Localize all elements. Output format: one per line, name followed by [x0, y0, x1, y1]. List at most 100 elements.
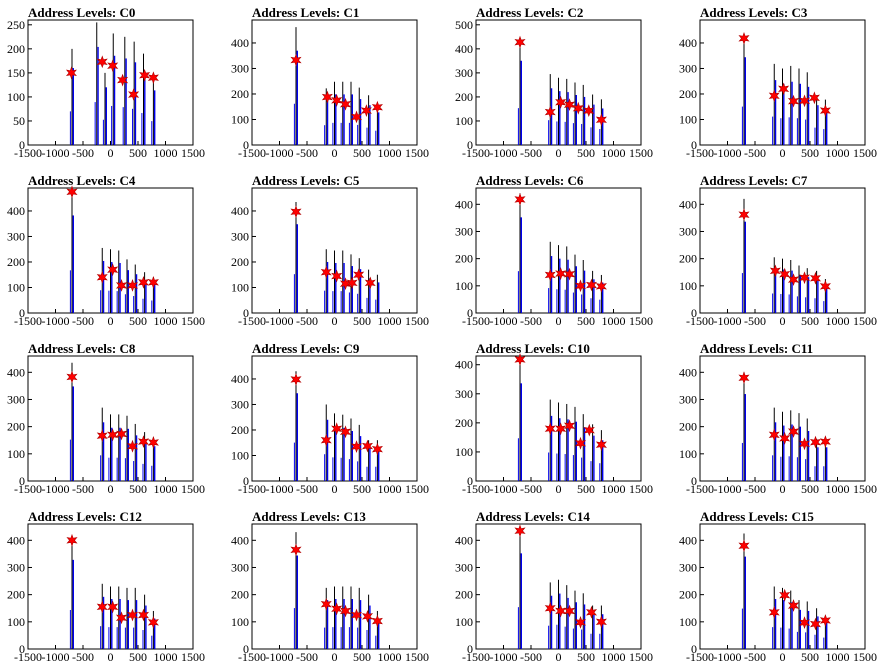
- x-tick-label: -1500: [462, 482, 490, 496]
- x-tick-label: 1000: [826, 650, 850, 664]
- y-tick-label: 100: [679, 112, 697, 126]
- y-tick-label: 300: [231, 229, 249, 243]
- y-tick-label: 200: [231, 423, 249, 437]
- peak-marker: [544, 422, 556, 436]
- x-tick-label: 1500: [405, 146, 429, 160]
- peak-marker: [738, 208, 750, 221]
- x-tick-label: -1500: [238, 146, 266, 160]
- peak-marker: [555, 267, 567, 281]
- x-tick-label: -1500: [462, 314, 490, 328]
- y-tick-label: 300: [455, 66, 473, 80]
- peak-marker: [819, 435, 831, 449]
- y-tick-label: 100: [231, 112, 249, 126]
- x-tick-label: -500: [520, 482, 542, 496]
- x-tick-label: 0: [332, 650, 338, 664]
- peak-marker: [350, 608, 363, 622]
- x-tick-label: 500: [129, 650, 147, 664]
- y-tick-label: 0: [19, 306, 25, 320]
- y-tick-label: 400: [231, 204, 249, 218]
- peak-marker: [361, 439, 374, 453]
- x-tick-label: -1500: [462, 146, 490, 160]
- peak-marker: [290, 53, 302, 67]
- peak-marker: [137, 276, 150, 289]
- peak-marker: [798, 616, 811, 629]
- peak-marker: [798, 271, 811, 285]
- peak-marker: [331, 94, 343, 107]
- y-tick-label: 200: [7, 255, 25, 269]
- x-tick-label: -1500: [238, 650, 266, 664]
- peak-marker: [563, 98, 576, 111]
- x-tick-label: 1500: [629, 650, 653, 664]
- x-tick-label: 500: [577, 314, 595, 328]
- x-tick-label: 1000: [154, 650, 178, 664]
- chart-title: Address Levels: C10: [476, 341, 590, 356]
- y-tick-label: 100: [455, 279, 473, 293]
- peak-marker: [555, 95, 567, 109]
- chart-title: Address Levels: C4: [28, 173, 136, 188]
- y-tick-label: 100: [455, 615, 473, 629]
- peak-marker: [350, 110, 363, 124]
- chart-panel: Address Levels: C8 0 100 200 300 400 -1500 -100…: [7, 341, 205, 496]
- x-tick-label: 0: [556, 146, 562, 160]
- peak-marker: [320, 433, 332, 447]
- y-tick-label: 200: [231, 588, 249, 602]
- peak-marker: [809, 435, 822, 449]
- x-tick-label: -500: [520, 146, 542, 160]
- chart-title: Address Levels: C2: [476, 5, 583, 20]
- y-tick-label: 300: [231, 61, 249, 75]
- y-tick-label: 0: [19, 474, 25, 488]
- chart-title: Address Levels: C0: [28, 5, 135, 20]
- peak-marker: [339, 604, 352, 618]
- y-tick-label: 500: [455, 18, 473, 32]
- chart-title: Address Levels: C15: [700, 509, 814, 524]
- x-tick-label: 500: [353, 482, 371, 496]
- x-tick-label: 1500: [405, 482, 429, 496]
- y-tick-label: 300: [455, 387, 473, 401]
- peak-marker: [371, 442, 383, 456]
- peak-marker: [107, 428, 119, 442]
- y-tick-label: 400: [679, 197, 697, 211]
- peak-marker: [544, 105, 556, 119]
- x-tick-label: -1000: [266, 482, 294, 496]
- x-tick-label: 1000: [602, 146, 626, 160]
- y-tick-label: 300: [7, 392, 25, 406]
- chart-panel: Address Levels: C7 0 100 200 300 400 -1500 -100…: [679, 173, 877, 328]
- x-tick-label: 1500: [405, 314, 429, 328]
- x-tick-label: 1500: [629, 482, 653, 496]
- x-tick-label: -500: [744, 482, 766, 496]
- chart-panel: Address Levels: C1 0 100 200 300 400 -1500 -100…: [231, 5, 429, 160]
- x-tick-label: 1000: [602, 650, 626, 664]
- y-tick-label: 300: [679, 224, 697, 238]
- y-tick-label: 200: [7, 588, 25, 602]
- peak-marker: [339, 425, 352, 439]
- peak-marker: [147, 616, 159, 629]
- y-tick-label: 300: [679, 392, 697, 406]
- peak-marker: [572, 101, 584, 115]
- y-tick-label: 50: [13, 114, 25, 128]
- peak-marker: [66, 185, 78, 199]
- peak-marker: [768, 89, 780, 103]
- y-tick-label: 300: [679, 61, 697, 75]
- y-tick-label: 200: [455, 416, 473, 430]
- y-tick-label: 200: [679, 252, 697, 266]
- x-tick-label: 0: [556, 482, 562, 496]
- y-tick-label: 200: [679, 588, 697, 602]
- y-tick-label: 300: [455, 224, 473, 238]
- peak-marker: [139, 68, 151, 82]
- x-tick-label: -1000: [42, 146, 70, 160]
- chart-panel: Address Levels: C10 0 100 200 300 400 -1500 -10…: [455, 341, 653, 496]
- peak-marker: [563, 604, 576, 618]
- x-tick-label: 1000: [378, 146, 402, 160]
- x-tick-label: -1000: [266, 314, 294, 328]
- peak-marker: [66, 533, 78, 547]
- peak-marker: [371, 614, 383, 628]
- x-tick-label: -1000: [490, 650, 518, 664]
- x-tick-label: 1500: [181, 482, 205, 496]
- y-tick-label: 0: [243, 642, 249, 656]
- y-tick-label: 100: [679, 447, 697, 461]
- peak-marker: [290, 205, 302, 219]
- peak-marker: [769, 264, 781, 278]
- chart-panel: Address Levels: C13 0 100 200 300 400 -1500 -10…: [231, 509, 429, 664]
- x-tick-label: -500: [296, 146, 318, 160]
